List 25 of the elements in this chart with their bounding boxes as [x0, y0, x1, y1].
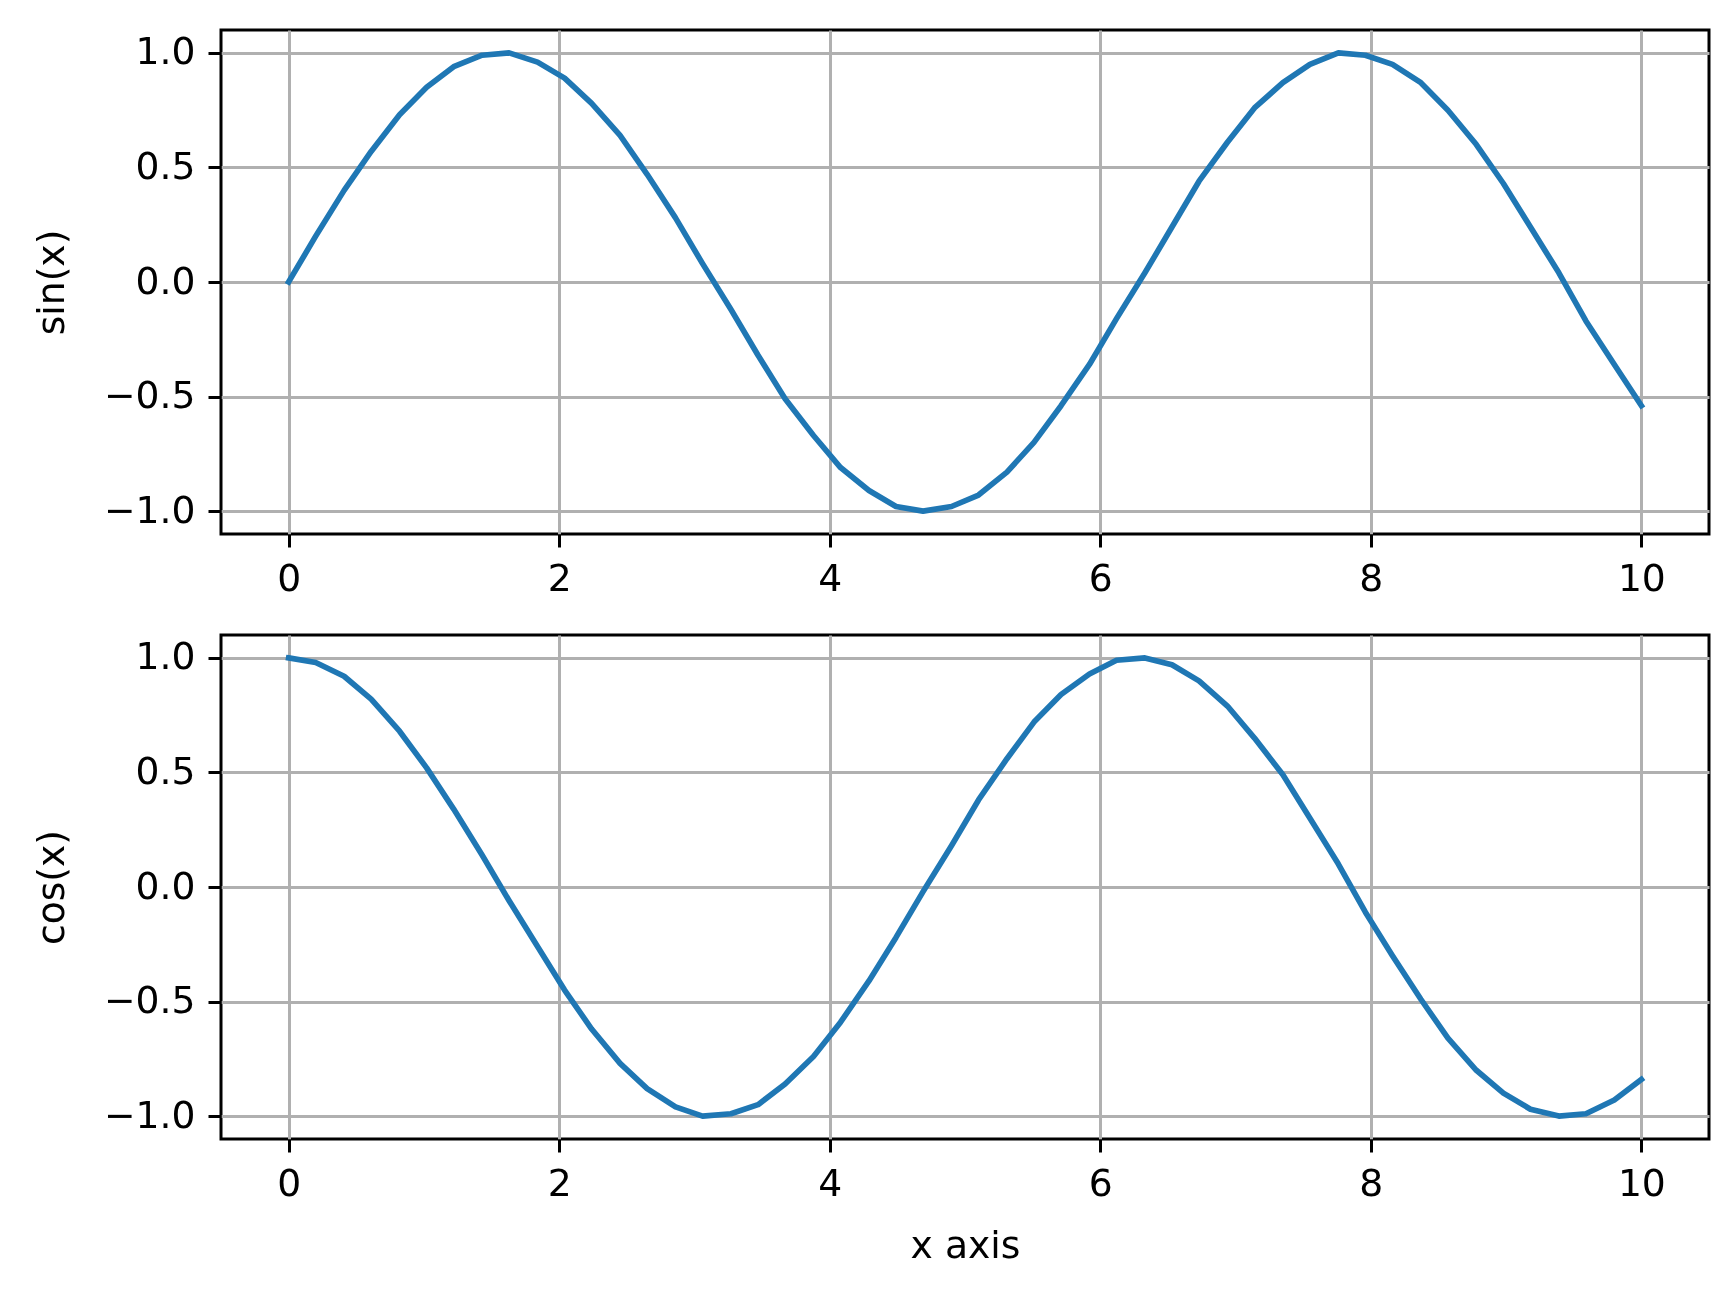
x-tick-label: 4	[818, 1160, 843, 1205]
y-tick-label: −0.5	[103, 978, 196, 1023]
x-tick-label: 6	[1088, 555, 1113, 600]
x-tick-label: 10	[1617, 555, 1666, 600]
y-tick-label: −0.5	[103, 373, 196, 418]
x-tick-label: 10	[1617, 1160, 1666, 1205]
y-tick-label: 1.0	[135, 29, 196, 74]
x-tick-label: 8	[1359, 555, 1384, 600]
y-tick-label: 0.0	[135, 863, 196, 908]
x-tick-label: 0	[277, 555, 302, 600]
x-tick-label: 2	[547, 555, 572, 600]
y-tick-label: −1.0	[103, 487, 196, 532]
y-axis-title: sin(x)	[28, 229, 73, 336]
y-tick-label: 0.0	[135, 258, 196, 303]
y-tick-label: −1.0	[103, 1092, 196, 1137]
y-tick-label: 1.0	[135, 634, 196, 679]
x-tick-label: 2	[547, 1160, 572, 1205]
y-axis-title: cos(x)	[28, 829, 73, 946]
y-tick-label: 0.5	[135, 143, 196, 188]
x-axis-title: x axis	[910, 1222, 1021, 1267]
x-tick-label: 8	[1359, 1160, 1384, 1205]
x-tick-label: 0	[277, 1160, 302, 1205]
y-tick-label: 0.5	[135, 748, 196, 793]
x-tick-label: 4	[818, 555, 843, 600]
x-tick-label: 6	[1088, 1160, 1113, 1205]
